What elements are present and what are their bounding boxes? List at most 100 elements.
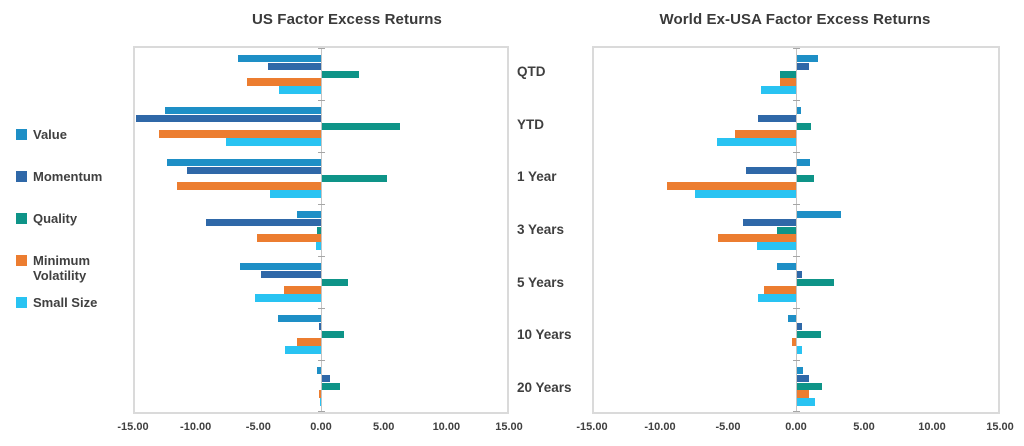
x-tick-label: -10.00 xyxy=(644,421,676,433)
category-axis-tick-mark xyxy=(792,48,800,49)
bar-20-years-small-size xyxy=(796,398,816,406)
bar-10-years-minimum-volatility xyxy=(791,338,796,346)
bar-10-years-value xyxy=(277,315,321,323)
bar-3-years-quality xyxy=(777,226,796,234)
category-label-5-years: 5 Years xyxy=(517,274,565,290)
category-axis-tick-mark xyxy=(792,204,800,205)
bar-10-years-momentum xyxy=(318,322,321,331)
bar-3-years-minimum-volatility xyxy=(256,234,321,242)
bar-1-year-quality xyxy=(796,174,814,182)
bar-ytd-minimum-volatility xyxy=(735,130,796,138)
category-axis-tick-mark xyxy=(317,411,325,412)
bar-20-years-small-size xyxy=(319,398,321,406)
bar-5-years-value xyxy=(240,263,321,271)
bar-qtd-momentum xyxy=(796,62,809,71)
minimum-volatility-swatch-icon xyxy=(16,255,27,266)
bar-ytd-value xyxy=(164,107,321,115)
bar-10-years-value xyxy=(787,315,796,323)
bar-5-years-quality xyxy=(796,278,835,286)
legend-label-quality: Quality xyxy=(33,211,78,226)
bar-20-years-minimum-volatility xyxy=(796,390,809,398)
x-tick-label: -15.00 xyxy=(576,421,608,433)
bar-ytd-momentum xyxy=(758,114,796,123)
bar-ytd-momentum xyxy=(136,114,321,123)
bar-qtd-value xyxy=(237,55,321,63)
world-chart-title: World Ex-USA Factor Excess Returns xyxy=(659,11,931,28)
us-chart-plot-area xyxy=(133,46,509,414)
bar-5-years-minimum-volatility xyxy=(763,286,796,294)
bar-5-years-small-size xyxy=(758,294,796,302)
category-label-10-years: 10 Years xyxy=(517,327,572,343)
legend-label-small-size: Small Size xyxy=(33,295,98,310)
us-chart-title: US Factor Excess Returns xyxy=(252,11,442,28)
category-label-qtd: QTD xyxy=(517,64,546,80)
category-axis-tick-mark xyxy=(792,256,800,257)
us-x-axis: -15.00 -10.00 -5.00 0.00 5.00 10.00 15.00 xyxy=(117,421,522,437)
legend-item-minimum-volatility: Minimum Volatility xyxy=(16,253,106,283)
category-axis-tick-mark xyxy=(317,256,325,257)
zero-axis-line xyxy=(795,48,797,412)
bar-20-years-value xyxy=(796,367,804,375)
bar-20-years-quality xyxy=(321,382,341,390)
bar-20-years-minimum-volatility xyxy=(318,390,321,398)
bar-3-years-value xyxy=(796,211,841,219)
x-tick-label: -15.00 xyxy=(117,421,149,433)
legend-item-small-size: Small Size xyxy=(16,295,97,310)
bar-3-years-momentum xyxy=(205,218,321,227)
legend-item-quality: Quality xyxy=(16,211,77,226)
bar-qtd-small-size xyxy=(760,86,796,94)
legend-item-value: Value xyxy=(16,127,67,142)
legend-label-value: Value xyxy=(33,127,67,142)
bar-1-year-quality xyxy=(321,174,388,182)
bar-10-years-small-size xyxy=(285,346,321,354)
bar-ytd-quality xyxy=(796,122,812,130)
x-tick-label: 10.00 xyxy=(918,421,946,433)
category-axis-tick-mark xyxy=(317,204,325,205)
legend: Value Momentum Quality Minimum Volatilit… xyxy=(16,0,128,446)
category-axis-tick-mark xyxy=(792,100,800,101)
bar-1-year-minimum-volatility xyxy=(666,182,796,190)
bar-10-years-quality xyxy=(796,330,821,338)
bar-5-years-quality xyxy=(321,278,348,286)
bar-1-year-momentum xyxy=(746,166,796,175)
quality-swatch-icon xyxy=(16,213,27,224)
x-tick-label: 0.00 xyxy=(310,421,332,433)
bar-ytd-small-size xyxy=(225,138,321,146)
bar-1-year-momentum xyxy=(187,166,321,175)
bar-20-years-momentum xyxy=(796,374,809,383)
category-axis-labels: QTD YTD 1 Year 3 Years 5 Years 10 Years 20 Yea… xyxy=(517,46,589,414)
bar-5-years-momentum xyxy=(261,270,321,279)
bar-3-years-value xyxy=(297,211,321,219)
bar-qtd-minimum-volatility xyxy=(779,78,796,86)
bar-5-years-minimum-volatility xyxy=(283,286,321,294)
category-axis-tick-mark xyxy=(317,360,325,361)
category-label-1-year: 1 Year xyxy=(517,169,557,185)
category-axis-tick-mark xyxy=(317,48,325,49)
x-tick-label: 5.00 xyxy=(372,421,395,433)
bar-10-years-minimum-volatility xyxy=(297,338,321,346)
category-axis-tick-mark xyxy=(792,360,800,361)
category-label-ytd: YTD xyxy=(517,116,544,132)
small-size-swatch-icon xyxy=(16,297,27,308)
x-tick-label: -5.00 xyxy=(245,421,271,433)
bar-ytd-value xyxy=(796,107,801,115)
bar-1-year-small-size xyxy=(270,190,321,198)
bar-qtd-small-size xyxy=(278,86,321,94)
category-axis-tick-mark xyxy=(792,152,800,153)
category-label-3-years: 3 Years xyxy=(517,222,565,237)
world-x-axis: -15.00 -10.00 -5.00 0.00 5.00 10.00 15.00 xyxy=(576,421,1013,437)
bar-1-year-value xyxy=(796,159,810,167)
world-chart-plot-area xyxy=(592,46,1000,414)
momentum-swatch-icon xyxy=(16,171,27,182)
bar-3-years-small-size xyxy=(756,242,796,250)
x-tick-label: 15.00 xyxy=(495,421,523,433)
bar-3-years-minimum-volatility xyxy=(717,234,796,242)
bar-5-years-momentum xyxy=(796,270,802,279)
bar-qtd-quality xyxy=(321,70,359,78)
bar-20-years-value xyxy=(317,367,321,375)
bar-ytd-quality xyxy=(321,122,400,130)
bar-1-year-small-size xyxy=(695,190,796,198)
bar-10-years-quality xyxy=(321,330,344,338)
x-tick-label: 0.00 xyxy=(785,421,807,433)
category-axis-tick-mark xyxy=(792,308,800,309)
